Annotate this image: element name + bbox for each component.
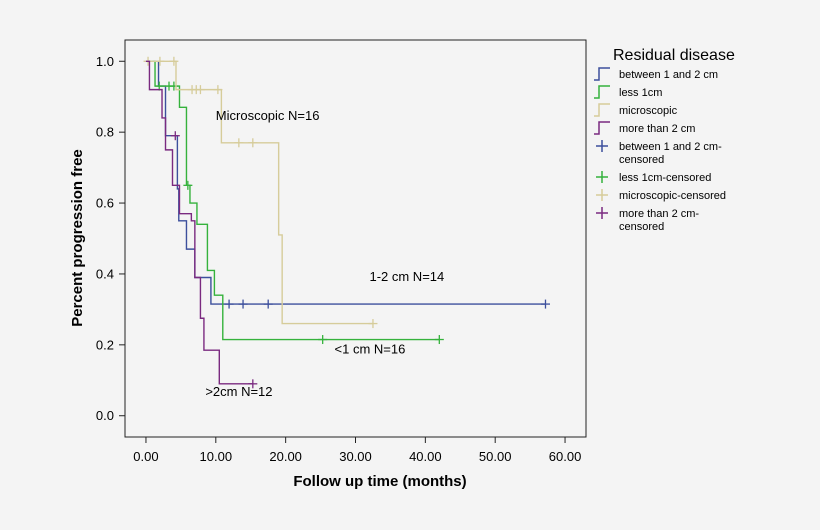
y-tick-label: 0.0 [96,408,114,423]
legend-entry: microscopic-censored [596,189,726,202]
censor-mark [169,56,179,66]
censor-mark [248,379,258,389]
censor-mark [540,299,550,309]
legend-entry: less 1cm-censored [596,171,711,184]
legend-label: between 1 and 2 cm [619,69,718,81]
legend-swatch [594,121,610,135]
legend-entry: more than 2 cm-censored [596,207,699,233]
x-tick-label: 0.00 [133,449,158,464]
annotation-label: Microscopic N=16 [216,108,320,123]
censor-mark [248,138,258,148]
x-axis-label: Follow up time (months) [293,473,466,490]
y-tick-label: 0.4 [96,266,114,281]
x-tick-label: 30.00 [339,449,372,464]
legend: Residual disease between 1 and 2 cm less … [594,47,735,233]
legend-swatch [594,103,610,117]
censor-mark [170,131,180,141]
y-tick-label: 0.2 [96,337,114,352]
censor-mark [183,180,193,190]
censor-mark [318,335,328,345]
legend-label: more than 2 cm-censored [619,208,699,233]
x-tick-label: 50.00 [479,449,512,464]
annotation-label: <1 cm N=16 [335,342,406,357]
censor-mark [155,56,165,66]
censor-mark [169,81,179,91]
legend-entry: microscopic [594,103,678,117]
censor-mark [224,299,234,309]
x-tick-label: 20.00 [269,449,302,464]
legend-entry: between 1 and 2 cm [594,67,718,81]
x-tick-label: 60.00 [549,449,582,464]
legend-label: less 1cm [619,87,662,99]
censor-mark [195,85,205,95]
censor-mark [263,299,273,309]
legend-label: less 1cm-censored [619,172,711,184]
series-3 [145,60,258,389]
y-tick-label: 1.0 [96,54,114,69]
legend-label: between 1 and 2 cm-censored [619,141,722,166]
y-tick-label: 0.6 [96,196,114,211]
x-tick-label: 40.00 [409,449,442,464]
censor-mark [434,335,444,345]
series-line [145,60,253,385]
legend-swatch [594,85,610,99]
legend-swatch [594,67,610,81]
legend-entry: more than 2 cm [594,121,695,135]
legend-label: microscopic [619,105,678,117]
x-tick-label: 10.00 [200,449,233,464]
y-tick-label: 0.8 [96,125,114,140]
legend-title: Residual disease [613,47,735,64]
legend-entry: between 1 and 2 cm-censored [596,140,722,166]
censor-mark [368,319,378,329]
annotation-label: 1-2 cm N=14 [369,269,444,284]
censor-mark [234,138,244,148]
censor-mark [238,299,248,309]
y-axis-label: Percent progression free [69,149,86,327]
annotation-label: >2cm N=12 [205,384,272,399]
legend-label: microscopic-censored [619,190,726,202]
censor-mark [213,85,223,95]
legend-label: more than 2 cm [619,123,695,135]
legend-entry: less 1cm [594,85,662,99]
